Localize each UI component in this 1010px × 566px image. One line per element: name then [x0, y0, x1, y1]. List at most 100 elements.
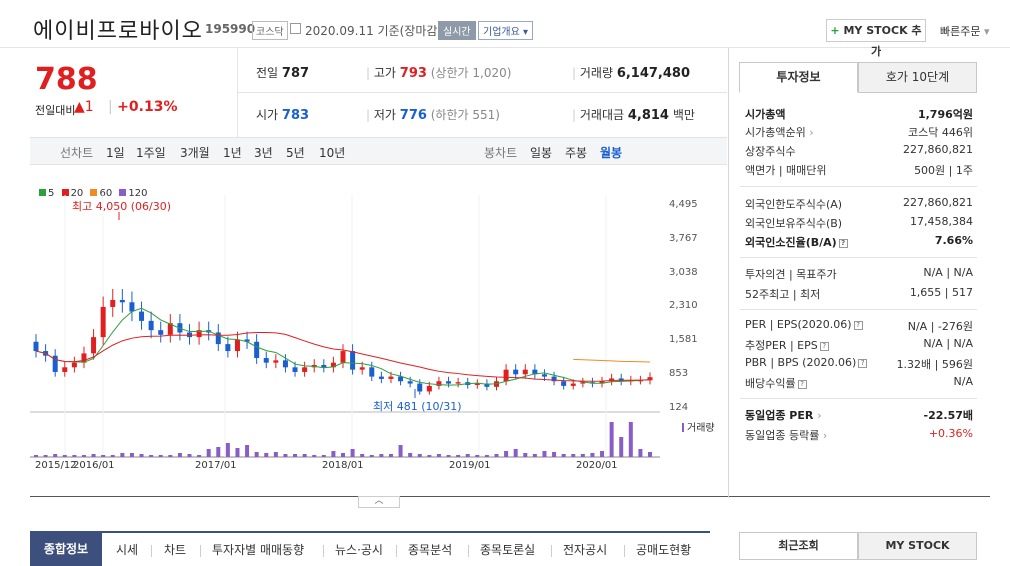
- company-overview-dropdown[interactable]: 기업개요 ▾: [478, 21, 534, 40]
- tab-discussion[interactable]: 종목토론실: [480, 543, 536, 557]
- quick-order-link[interactable]: 빠른주문 ▾: [940, 25, 990, 38]
- legend-swatch: [39, 189, 46, 196]
- help-icon[interactable]: ?: [797, 380, 807, 389]
- volume-bar: [398, 445, 403, 457]
- candle-body: [599, 381, 605, 384]
- company-name: 에이비프로바이오: [33, 19, 203, 44]
- period-5y[interactable]: 5년: [286, 146, 305, 160]
- chevron-right-icon: ›: [809, 126, 814, 139]
- stock-code: 195990: [205, 22, 256, 36]
- candle-body: [129, 302, 135, 312]
- candle-body: [359, 367, 365, 370]
- shares-row: 상장주식수 227,860,821: [745, 143, 973, 158]
- price-chart[interactable]: [30, 195, 670, 460]
- volume-bar: [62, 455, 67, 457]
- candle-body: [119, 299, 125, 303]
- candle-body: [52, 355, 58, 372]
- period-3y[interactable]: 3년: [254, 146, 273, 160]
- period-monthly[interactable]: 월봉: [600, 146, 623, 160]
- industry-per-row[interactable]: 동일업종 PER › -22.57배: [745, 409, 973, 422]
- x-tick-label: 2019/01: [449, 460, 491, 471]
- volume-legend: 거래량: [682, 419, 715, 434]
- candle-body: [244, 339, 250, 342]
- volume-bar: [532, 454, 537, 457]
- chevron-right-icon: ›: [822, 429, 828, 442]
- volume-bar: [331, 451, 336, 457]
- period-10y[interactable]: 10년: [319, 146, 346, 160]
- candle-chart-label: 봉차트: [484, 146, 518, 160]
- candle-body: [282, 360, 288, 368]
- tab-overview[interactable]: 종합정보: [30, 533, 102, 566]
- candle-body: [513, 369, 519, 375]
- opinion-row: 투자의견 | 목표주가 N/A | N/A: [745, 266, 973, 281]
- industry-rate-row[interactable]: 동일업종 등락률 › +0.36%: [745, 427, 973, 442]
- volume: | 거래량 6,147,480: [572, 66, 691, 81]
- calendar-icon: [290, 23, 301, 34]
- help-icon[interactable]: ?: [819, 342, 829, 351]
- volume-bar: [494, 454, 499, 457]
- candle-body: [417, 383, 423, 392]
- period-1d[interactable]: 1일: [106, 146, 125, 160]
- help-icon[interactable]: ?: [853, 321, 863, 330]
- realtime-button[interactable]: 실시간: [438, 21, 476, 40]
- volume-bar: [81, 455, 86, 457]
- candle-body: [580, 382, 586, 384]
- volume-bar: [523, 453, 528, 457]
- volume-bar: [101, 455, 106, 457]
- ma60-line: [573, 358, 651, 363]
- prev-close: 전일 787: [256, 66, 310, 81]
- tab-news[interactable]: 뉴스·공시: [335, 543, 383, 557]
- volume-bar: [245, 445, 250, 457]
- candle-body: [254, 341, 260, 359]
- cap-rank-row[interactable]: 시가총액순위 › 코스닥 446위: [745, 126, 973, 139]
- volume-bar: [168, 455, 173, 457]
- low-price: | 저가 776 (하한가 551): [366, 108, 500, 123]
- high-annotation: 최고 4,050 (06/30): [72, 200, 172, 213]
- tab-quote[interactable]: 시세: [116, 543, 139, 557]
- tab-hoga-10[interactable]: 호가 10단계: [858, 62, 977, 93]
- candle-body: [62, 367, 68, 372]
- volume-bar: [158, 455, 163, 457]
- chevron-down-icon: ▾: [523, 27, 529, 38]
- open-price: 시가 783: [256, 108, 310, 123]
- foreign-limit-row: 외국인한도주식수(A) 227,860,821: [745, 196, 973, 211]
- x-tick-label: 2020/01: [576, 460, 618, 471]
- tab-chart[interactable]: 차트: [164, 543, 187, 557]
- tab-analysis[interactable]: 종목분석: [408, 543, 453, 557]
- volume-bar: [197, 455, 202, 457]
- est-per-row: 추정PER | EPS? N/A | N/A: [745, 337, 973, 352]
- candle-body: [91, 337, 97, 354]
- volume-bar: [235, 448, 240, 457]
- legend-swatch: [61, 189, 69, 196]
- period-daily[interactable]: 일봉: [530, 146, 553, 160]
- chevron-up-icon: ︿: [374, 496, 384, 506]
- volume-bar: [388, 454, 393, 457]
- candle-body: [81, 353, 87, 363]
- candle-body: [273, 360, 279, 363]
- legend-swatch: [90, 189, 98, 196]
- candle-body: [551, 376, 557, 382]
- tab-disclosure[interactable]: 전자공시: [563, 543, 608, 557]
- tab-investor[interactable]: 투자자별 매매동향: [212, 543, 305, 557]
- volume-bar: [149, 455, 154, 457]
- tab-recent-views[interactable]: 최근조회: [739, 532, 858, 560]
- add-mystock-button[interactable]: + MY STOCK 추가: [826, 19, 926, 58]
- volume-bar: [264, 453, 269, 457]
- period-1w[interactable]: 1주일: [136, 146, 166, 160]
- tab-invest-info[interactable]: 투자정보: [739, 62, 858, 93]
- legend-swatch: [119, 189, 127, 196]
- compare-label: 전일대비: [35, 104, 76, 117]
- tab-mystock[interactable]: MY STOCK: [858, 532, 977, 560]
- candle-body: [474, 383, 480, 385]
- period-3m[interactable]: 3개월: [180, 146, 210, 160]
- help-icon[interactable]: ?: [838, 239, 848, 248]
- y-tick-label: 4,495: [669, 199, 698, 210]
- volume-bar: [552, 452, 557, 457]
- volume-bar: [273, 452, 278, 457]
- tab-short-selling[interactable]: 공매도현황: [636, 543, 692, 557]
- period-weekly[interactable]: 주봉: [565, 146, 588, 160]
- period-1y[interactable]: 1년: [223, 146, 242, 160]
- volume-bar: [350, 449, 355, 457]
- collapse-chart-button[interactable]: ︿: [358, 496, 400, 508]
- help-icon[interactable]: ?: [858, 359, 868, 368]
